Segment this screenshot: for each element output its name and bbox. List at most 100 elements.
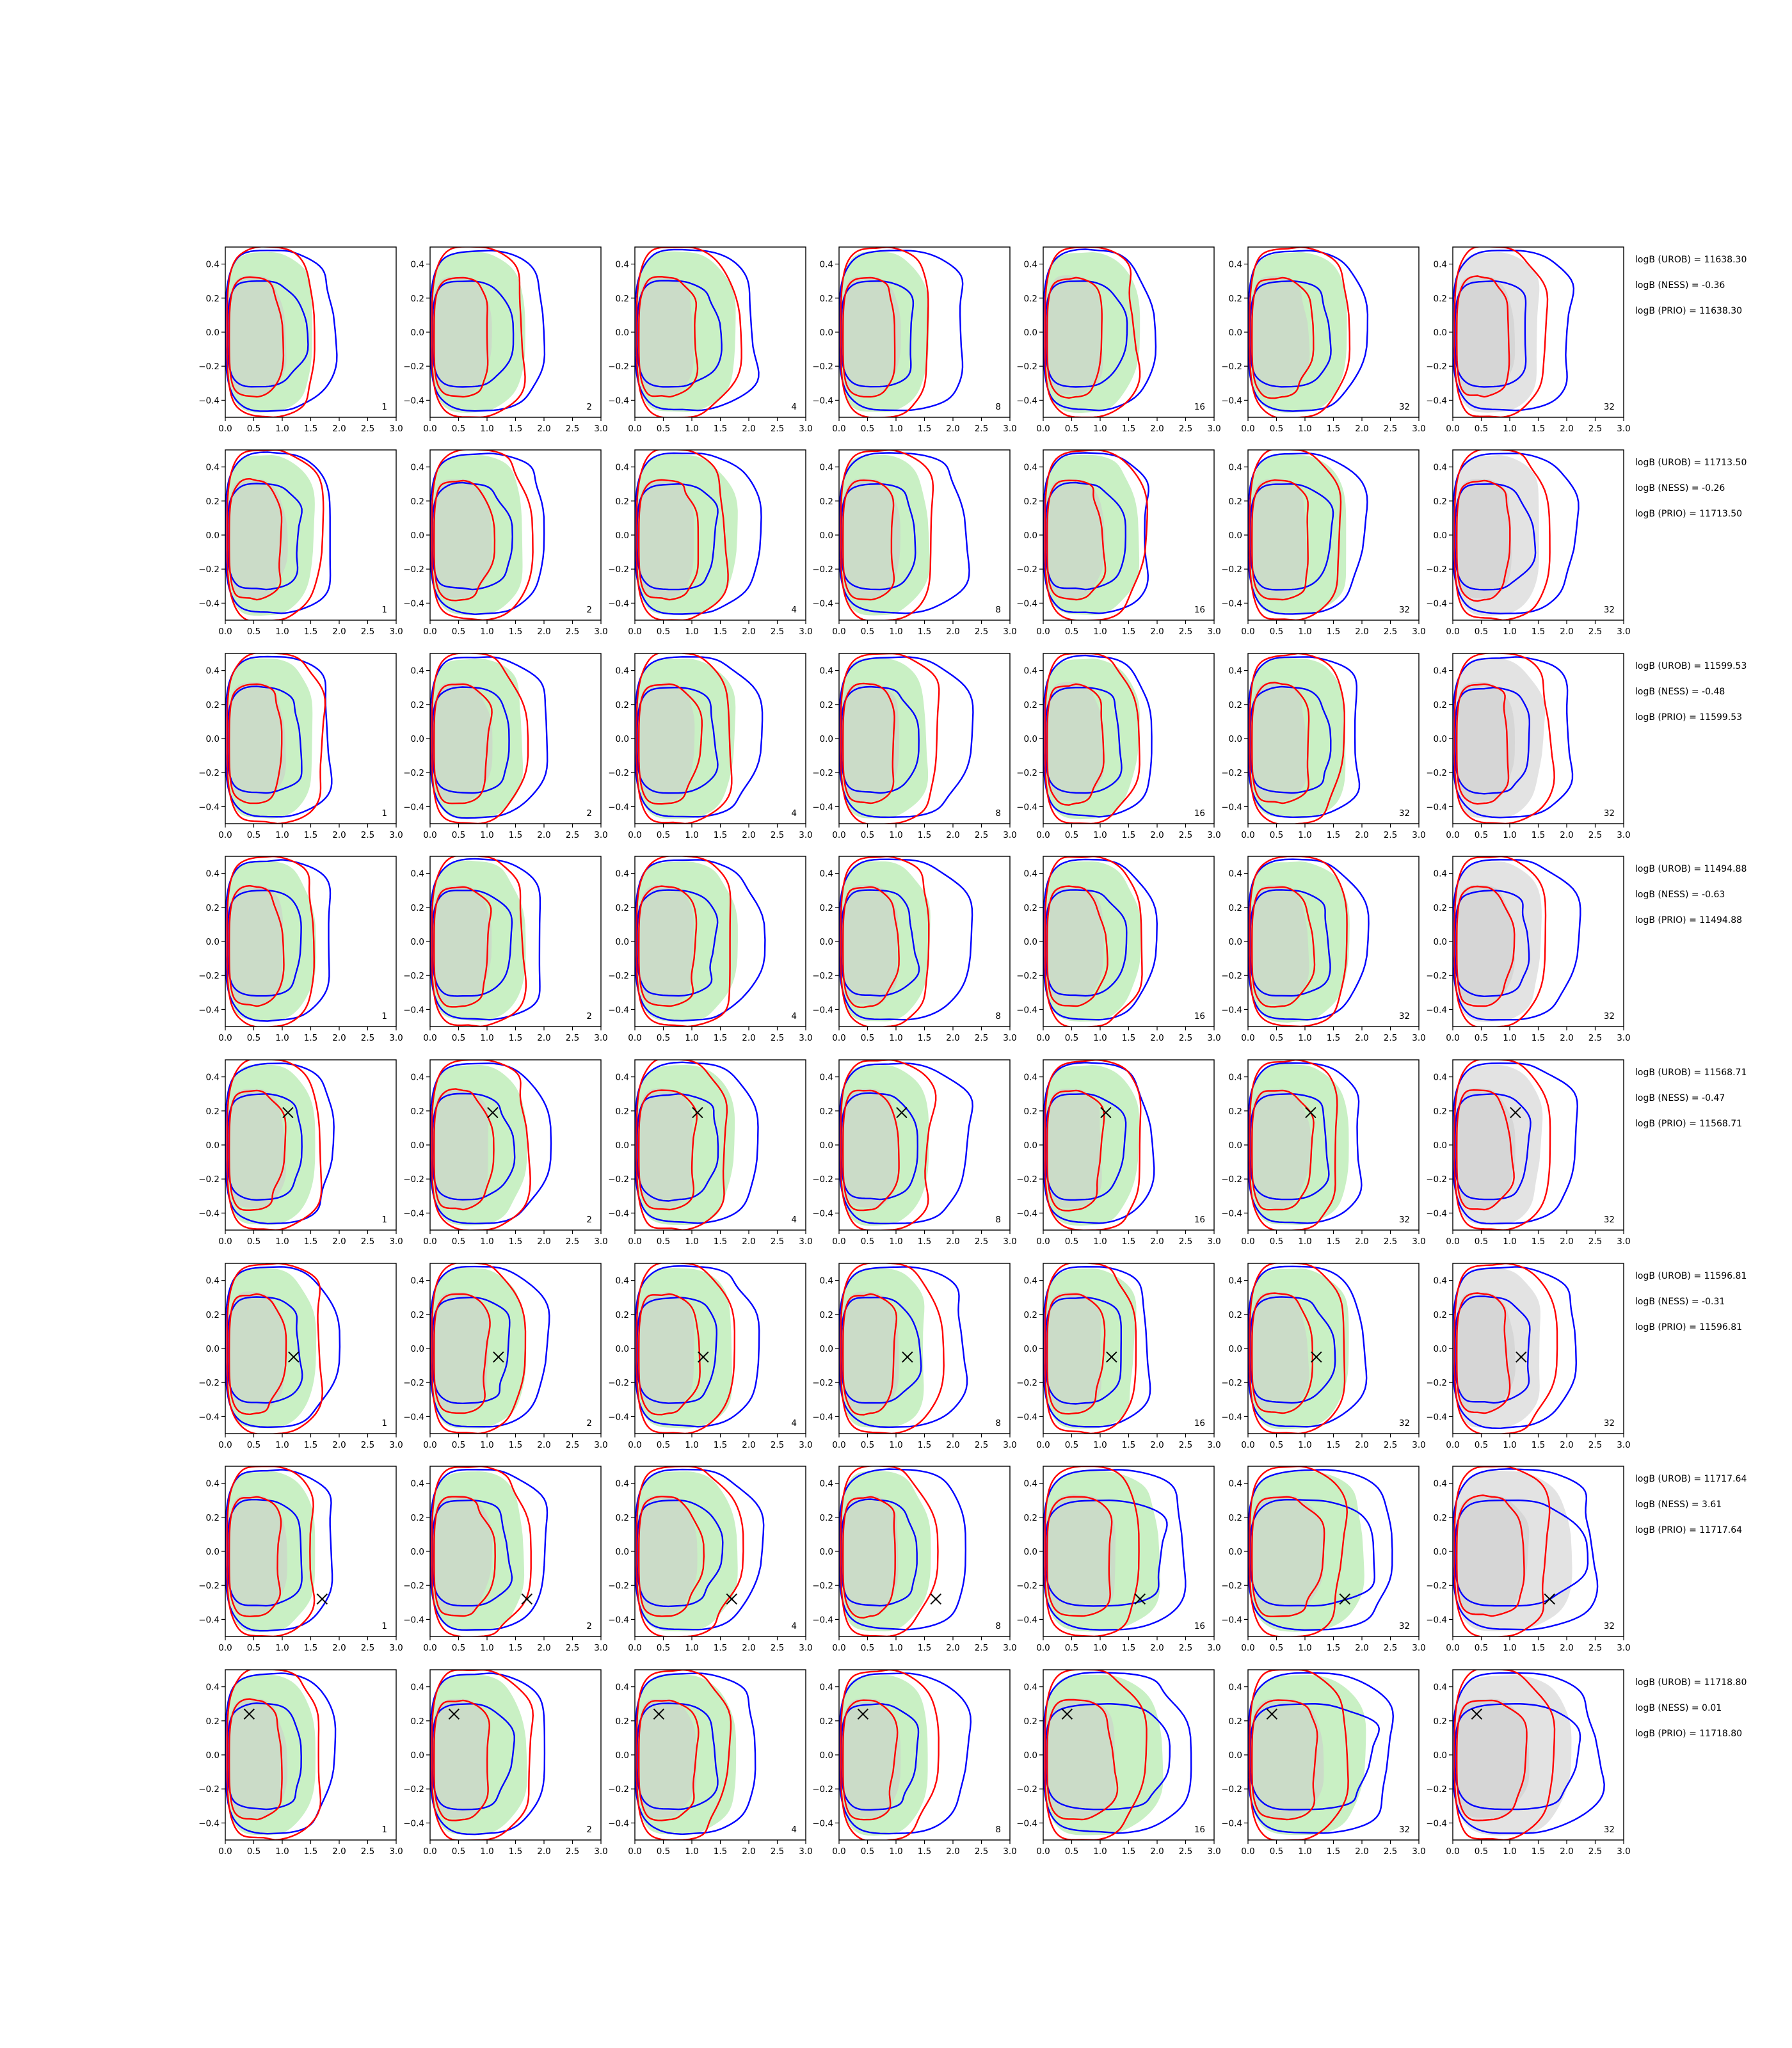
x-tick-label: 1.5 <box>509 830 522 840</box>
logB-annotation: logB (NESS) = -0.47 <box>1635 1093 1725 1103</box>
panel-r5-c5: 0.0 0.5 1.0 1.5 2.0 2.5 3.0 0.4 0.2 0.0 −0.2 −0.4 16 <box>1016 1059 1221 1247</box>
y-tick-label: 0.0 <box>1229 734 1242 744</box>
y-tick-label: −0.4 <box>198 1818 220 1828</box>
blue-contour-outer <box>1248 250 1369 412</box>
y-tick-label: 0.4 <box>411 1479 424 1489</box>
panel-label: 32 <box>1604 1011 1615 1021</box>
x-tick-label: 0.5 <box>1065 830 1078 840</box>
x-tick-label: 3.0 <box>799 830 812 840</box>
blue-contour-outer <box>430 1672 546 1836</box>
density-fill-inner <box>228 479 288 598</box>
panel-r6-c7: 0.0 0.5 1.0 1.5 2.0 2.5 3.0 0.4 0.2 0.0 −0.2 −0.4 32 <box>1426 1263 1631 1450</box>
y-tick-label: −0.4 <box>403 1412 424 1422</box>
x-tick-label: 1.0 <box>480 627 493 637</box>
x-tick-label: 3.0 <box>594 1033 607 1043</box>
x-tick-label: 0.5 <box>861 627 874 637</box>
panel-r7-c2: 0.0 0.5 1.0 1.5 2.0 2.5 3.0 0.4 0.2 0.0 −0.2 −0.4 2 <box>403 1466 608 1653</box>
y-tick-label: −0.2 <box>608 362 629 372</box>
x-tick-label: 1.5 <box>1327 1236 1340 1247</box>
y-tick-label: 0.0 <box>1024 734 1037 744</box>
x-tick-label: 2.5 <box>1588 1033 1602 1043</box>
red-contour-inner <box>433 1293 491 1414</box>
panel-label: 8 <box>995 605 1001 615</box>
x-tick-label: 3.0 <box>1207 1846 1220 1857</box>
red-contour-inner <box>637 276 699 398</box>
x-tick-label: 2.0 <box>1560 627 1573 637</box>
x-tick-label: 1.5 <box>1122 1846 1135 1857</box>
y-tick-label: −0.4 <box>198 802 220 812</box>
density-fill-inner <box>228 275 287 396</box>
panel-contents <box>635 1060 759 1230</box>
y-tick-label: 0.0 <box>820 937 833 947</box>
y-tick-label: 0.4 <box>1229 666 1242 676</box>
y-tick-label: 0.0 <box>1434 1547 1447 1557</box>
blue-contour-outer <box>839 656 974 819</box>
x-tick-label: 2.0 <box>332 1846 346 1857</box>
panel-contents <box>1248 450 1368 620</box>
panel-label: 2 <box>586 808 592 819</box>
density-fill-inner <box>1455 1088 1516 1208</box>
y-tick-label: −0.2 <box>1016 362 1037 372</box>
true-value-marker <box>288 1351 300 1363</box>
x-tick-label: 0.0 <box>628 1236 641 1247</box>
panel-label: 1 <box>381 808 387 819</box>
y-tick-label: 0.2 <box>411 1513 424 1523</box>
y-tick-label: −0.4 <box>1221 396 1242 406</box>
panel-r2-c5: 0.0 0.5 1.0 1.5 2.0 2.5 3.0 0.4 0.2 0.0 −0.2 −0.4 16 <box>1016 449 1221 637</box>
x-tick-label: 2.5 <box>1179 1440 1192 1450</box>
density-fill-inner <box>1251 1292 1309 1412</box>
x-tick-label: 0.5 <box>1475 830 1488 840</box>
panel-label: 2 <box>586 402 592 412</box>
x-tick-label: 1.0 <box>480 830 493 840</box>
y-tick-label: −0.2 <box>1221 1784 1242 1795</box>
x-tick-label: 2.5 <box>1588 1440 1602 1450</box>
red-contour-inner <box>637 1293 701 1416</box>
y-tick-label: 0.2 <box>820 497 833 507</box>
y-tick-label: −0.2 <box>608 1378 629 1388</box>
red-contour-outer <box>1249 450 1342 620</box>
density-fill-inner <box>433 1292 490 1412</box>
true-value-marker <box>1100 1107 1112 1119</box>
x-tick-label: 1.5 <box>714 1440 727 1450</box>
x-tick-label: 0.5 <box>1065 1643 1078 1653</box>
density-fill-inner <box>1251 1699 1324 1818</box>
x-tick-label: 0.5 <box>1475 1440 1488 1450</box>
y-tick-label: 0.0 <box>411 531 424 541</box>
red-contour-inner <box>228 276 285 398</box>
y-tick-label: 0.2 <box>1024 1310 1037 1320</box>
x-tick-label: 0.5 <box>247 1643 260 1653</box>
panel-r1-c2: 0.0 0.5 1.0 1.5 2.0 2.5 3.0 0.4 0.2 0.0 −0.2 −0.4 2 <box>403 246 608 434</box>
red-contour-outer <box>840 1670 940 1840</box>
panel-label: 32 <box>1604 402 1615 412</box>
y-tick-label: 0.2 <box>820 1513 833 1523</box>
x-tick-label: 0.5 <box>1270 1440 1283 1450</box>
logB-annotation: logB (NESS) = -0.36 <box>1635 280 1725 291</box>
panel-r5-c2: 0.0 0.5 1.0 1.5 2.0 2.5 3.0 0.4 0.2 0.0 −0.2 −0.4 2 <box>403 1059 608 1247</box>
y-tick-label: 0.4 <box>206 666 220 676</box>
panel-contents <box>225 450 332 620</box>
x-tick-label: 3.0 <box>799 1440 812 1450</box>
panel-r6-c2: 0.0 0.5 1.0 1.5 2.0 2.5 3.0 0.4 0.2 0.0 −0.2 −0.4 2 <box>403 1263 608 1450</box>
y-tick-label: 0.4 <box>411 463 424 473</box>
panel-r5-c4: 0.0 0.5 1.0 1.5 2.0 2.5 3.0 0.4 0.2 0.0 −0.2 −0.4 8 <box>812 1059 1017 1247</box>
panel-label: 32 <box>1604 605 1615 615</box>
red-contour-outer <box>226 1466 316 1636</box>
panel-label: 2 <box>586 1621 592 1631</box>
y-tick-label: 0.0 <box>206 531 220 541</box>
red-contour-inner <box>637 885 698 1007</box>
y-tick-label: 0.0 <box>820 1140 833 1151</box>
blue-contour-outer <box>635 1061 759 1224</box>
x-tick-label: 0.0 <box>1446 1236 1459 1247</box>
y-tick-label: 0.2 <box>1229 1107 1242 1117</box>
y-tick-label: −0.4 <box>1426 1615 1447 1625</box>
x-tick-label: 2.0 <box>537 1033 550 1043</box>
y-tick-label: −0.2 <box>1016 768 1037 778</box>
y-tick-label: −0.2 <box>1426 768 1447 778</box>
x-tick-label: 0.5 <box>247 1236 260 1247</box>
x-tick-label: 2.0 <box>742 424 755 434</box>
x-tick-label: 3.0 <box>1003 424 1016 434</box>
x-tick-label: 1.5 <box>1122 627 1135 637</box>
panel-label: 1 <box>381 402 387 412</box>
y-tick-label: −0.2 <box>1016 1581 1037 1591</box>
y-tick-label: −0.4 <box>403 1208 424 1219</box>
